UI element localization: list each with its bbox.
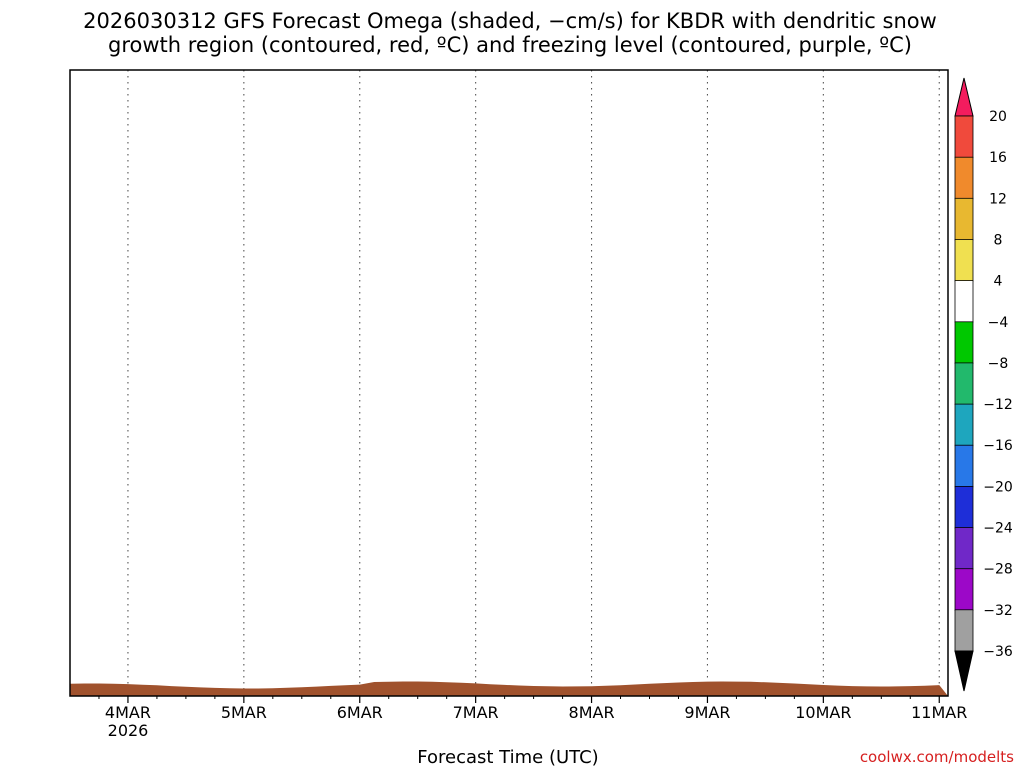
colorbar-label: −12 <box>983 397 1013 413</box>
terrain-strip <box>70 681 948 696</box>
colorbar-label: −20 <box>983 479 1013 495</box>
colorbar-label: 4 <box>994 274 1003 290</box>
x-tick-label: 4MAR <box>105 703 151 722</box>
colorbar-swatch <box>954 115 974 159</box>
credit-link[interactable]: coolwx.com/modelts <box>860 748 1014 766</box>
colorbar-swatch <box>954 403 974 447</box>
colorbar-label: −32 <box>983 603 1013 619</box>
colorbar-label: 8 <box>994 233 1003 249</box>
colorbar-swatch <box>954 362 974 405</box>
colorbar-label: −28 <box>983 562 1013 578</box>
x-tick-label: 8MAR <box>569 703 615 722</box>
colorbar-swatch <box>954 527 974 570</box>
colorbar: 20 16 12 8 4 −4 −8 −12 −16 −20 −24 −28 −32 −36 <box>954 77 1013 692</box>
colorbar-label: 16 <box>989 150 1007 166</box>
colorbar-label: −24 <box>983 521 1013 537</box>
x-tick-label: 11MAR <box>911 703 967 722</box>
chart-title-line1: 2026030312 GFS Forecast Omega (shaded, −… <box>83 9 937 33</box>
colorbar-swatch <box>954 568 974 611</box>
colorbar-swatch <box>954 321 974 364</box>
colorbar-swatch <box>954 156 974 200</box>
colorbar-bottom-arrow <box>954 650 974 692</box>
colorbar-swatch <box>954 485 974 529</box>
colorbar-swatch <box>954 280 974 323</box>
chart-title-line2: growth region (contoured, red, ºC) and f… <box>108 33 912 57</box>
x-tick-label: 9MAR <box>684 703 730 722</box>
colorbar-label: −8 <box>988 356 1009 372</box>
plot-frame <box>69 69 949 697</box>
terrain-surface <box>70 681 948 696</box>
colorbar-top-arrow <box>954 77 974 117</box>
x-axis-title: Forecast Time (UTC) <box>417 747 598 768</box>
colorbar-swatch <box>954 444 974 488</box>
x-tick-label: 7MAR <box>453 703 499 722</box>
colorbar-swatch <box>954 197 974 241</box>
colorbar-label: 12 <box>989 191 1007 207</box>
x-axis: 4MAR 5MAR 6MAR 7MAR 8MAR 9MAR 10MAR 11MAR <box>98 696 967 722</box>
x-tick-label: 10MAR <box>795 703 851 722</box>
colorbar-label: −16 <box>983 438 1013 454</box>
colorbar-swatch <box>954 239 974 282</box>
x-tick-label: 6MAR <box>337 703 383 722</box>
x-tick-label: 5MAR <box>221 703 267 722</box>
grid-lines <box>127 70 940 696</box>
plot-background <box>70 70 948 696</box>
x-year-label: 2026 <box>108 721 149 740</box>
colorbar-label: −36 <box>983 644 1013 660</box>
colorbar-label: 20 <box>989 109 1007 125</box>
colorbar-label: −4 <box>988 315 1009 331</box>
colorbar-swatch <box>954 609 974 652</box>
